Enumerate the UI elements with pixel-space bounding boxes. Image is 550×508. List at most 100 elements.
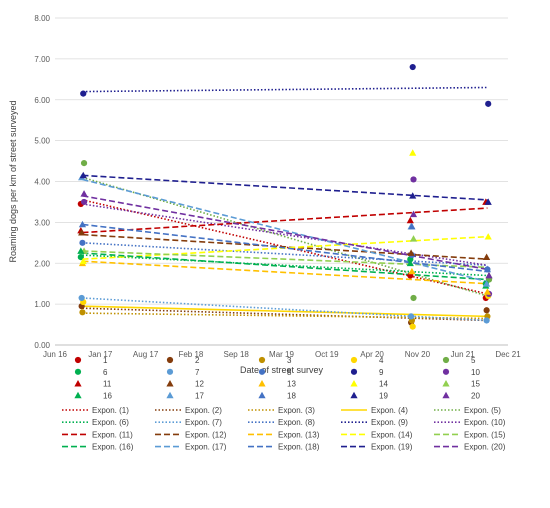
legend-label: Expon. (19) <box>371 443 413 452</box>
x-tick-label: Jun 21 <box>451 350 476 359</box>
data-point <box>407 249 415 256</box>
trendline <box>82 297 488 322</box>
trendline <box>82 207 488 234</box>
x-tick-label: Aug 17 <box>133 350 159 359</box>
trendline <box>82 305 488 318</box>
data-point <box>80 198 88 206</box>
trendline <box>82 174 488 201</box>
legend-marker <box>258 356 266 364</box>
legend-label: 17 <box>195 391 204 400</box>
legend-label: 3 <box>287 356 292 365</box>
y-tick-label: 5.00 <box>34 137 50 146</box>
legend-label: Expon. (4) <box>371 406 408 415</box>
legend-label: Expon. (12) <box>185 430 227 439</box>
trendline <box>82 86 488 93</box>
legend-label: Expon. (14) <box>371 430 413 439</box>
x-tick-label: Feb 18 <box>178 350 203 359</box>
trendline <box>82 250 488 269</box>
legend-label: Expon. (5) <box>464 406 501 415</box>
data-point <box>80 160 88 167</box>
trendline <box>82 252 488 281</box>
x-tick-label: Dec 21 <box>495 350 521 359</box>
data-point <box>483 265 492 273</box>
legend-label: Expon. (9) <box>371 418 408 427</box>
data-point <box>409 235 418 242</box>
legend-marker <box>74 391 82 399</box>
legend-label: Expon. (1) <box>92 406 129 415</box>
data-point <box>408 222 416 230</box>
legend-label: 9 <box>379 368 384 377</box>
legend-label: Expon. (20) <box>464 443 506 452</box>
legend-label: Expon. (2) <box>185 406 222 415</box>
x-axis-title: Date of street survey <box>240 365 324 375</box>
legend-label: 19 <box>379 391 388 400</box>
legend-label: Expon. (10) <box>464 418 506 427</box>
trendline <box>82 233 488 260</box>
data-point <box>409 192 417 199</box>
legend-marker <box>258 368 266 375</box>
legend-marker <box>350 380 358 387</box>
data-point <box>409 210 418 218</box>
legend-label: 5 <box>471 356 476 365</box>
legend-label: 2 <box>195 356 200 365</box>
data-point <box>79 239 86 246</box>
legend-label: Expon. (3) <box>278 406 315 415</box>
axes-layer: Date of street survey Roaming dogs per k… <box>8 14 521 375</box>
data-point <box>406 216 414 224</box>
legend-marker <box>74 380 82 387</box>
legend-label: 12 <box>195 380 204 389</box>
data-point <box>78 220 87 228</box>
trendline-layer <box>82 86 488 322</box>
y-tick-label: 2.00 <box>34 259 50 268</box>
y-tick-label: 7.00 <box>34 55 50 64</box>
trendline <box>82 260 488 285</box>
data-point <box>483 280 491 287</box>
data-point <box>409 323 416 330</box>
legend-marker <box>258 391 266 399</box>
legend-marker <box>166 368 174 375</box>
legend-marker <box>166 380 174 387</box>
y-tick-label: 0.00 <box>34 341 50 350</box>
data-point <box>483 307 490 314</box>
data-point <box>484 233 492 240</box>
data-point <box>78 294 85 302</box>
legend-marker <box>442 368 450 375</box>
legend-label: Expon. (16) <box>92 443 134 452</box>
legend-label: 16 <box>103 391 112 400</box>
trendline <box>82 178 488 283</box>
legend-label: Expon. (6) <box>92 418 129 427</box>
legend-marker <box>442 356 450 364</box>
y-tick-label: 1.00 <box>34 300 50 309</box>
x-tick-label: Nov 20 <box>405 350 431 359</box>
data-point <box>485 100 492 107</box>
data-point <box>483 288 492 295</box>
y-tick-label: 4.00 <box>34 178 50 187</box>
data-point <box>78 228 86 236</box>
legend-label: 11 <box>103 380 112 389</box>
legend-label: 10 <box>471 368 480 377</box>
legend-marker <box>350 356 358 364</box>
data-point <box>485 271 493 279</box>
legend-label: Expon. (15) <box>464 430 506 439</box>
data-point <box>406 259 414 267</box>
data-point <box>410 294 417 302</box>
data-point <box>410 176 417 183</box>
data-point <box>80 190 88 197</box>
data-point <box>484 198 492 205</box>
x-tick-label: Jun 16 <box>43 350 68 359</box>
data-point <box>409 149 417 156</box>
trendline <box>82 242 488 267</box>
x-tick-label: Oct 19 <box>315 350 339 359</box>
y-tick-label: 8.00 <box>34 14 50 23</box>
trendline <box>82 307 488 322</box>
x-tick-label: Mar 19 <box>269 350 294 359</box>
data-point <box>79 171 87 179</box>
legend-label: 4 <box>379 356 384 365</box>
legend-marker <box>74 356 82 364</box>
legend-marker <box>166 391 174 399</box>
legend-label: 7 <box>195 368 200 377</box>
data-point <box>408 267 416 275</box>
legend-marker <box>350 391 358 399</box>
